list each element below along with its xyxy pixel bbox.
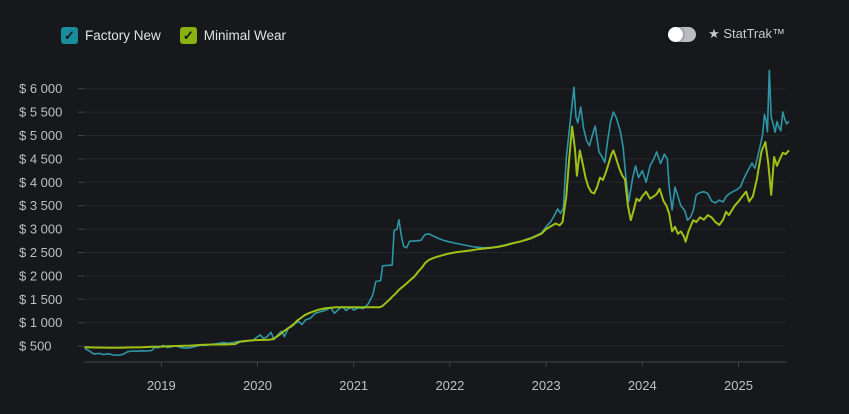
y-tick-label: $ 1 500 (19, 292, 62, 307)
y-tick-label: $ 4 000 (19, 175, 62, 190)
y-tick-label: $ 3 000 (19, 222, 62, 237)
y-tick-label: $ 4 500 (19, 151, 62, 166)
y-tick-label: $ 3 500 (19, 198, 62, 213)
legend: ✓ Factory New ✓ Minimal Wear (61, 27, 286, 44)
y-tick-label: $ 5 000 (19, 128, 62, 143)
x-tick-label: 2023 (532, 378, 561, 393)
series-line-factory-new[interactable] (84, 69, 790, 357)
minimal-wear-checkbox[interactable]: ✓ (179, 27, 197, 44)
x-tick-label: 2021 (339, 378, 368, 393)
stattrak-toggle[interactable] (668, 26, 697, 42)
toggle-knob (668, 26, 684, 42)
x-tick-label: 2020 (243, 378, 272, 393)
legend-item-minimal-wear[interactable]: ✓ Minimal Wear (179, 27, 287, 44)
checkmark-icon: ✓ (182, 28, 194, 43)
y-tick-label: $ 500 (19, 339, 52, 354)
y-tick-label: $ 1 000 (19, 315, 62, 330)
factory-new-checkbox[interactable]: ✓ (61, 27, 78, 44)
x-tick-label: 2025 (724, 378, 753, 393)
y-tick-label: $ 5 500 (19, 105, 62, 120)
stattrak-label: ★ StatTrak™ (708, 26, 785, 41)
legend-label-minimal-wear: Minimal Wear (203, 28, 287, 43)
x-tick-label: 2024 (628, 378, 657, 393)
y-tick-label: $ 2 000 (19, 268, 62, 283)
stattrak-control: ★ StatTrak™ (668, 26, 785, 42)
series-line-minimal-wear[interactable] (84, 125, 790, 349)
legend-item-factory-new[interactable]: ✓ Factory New (61, 27, 161, 44)
x-tick-label: 2022 (435, 378, 464, 393)
checkmark-icon: ✓ (64, 28, 75, 43)
y-tick-label: $ 2 500 (19, 245, 62, 260)
legend-label-factory-new: Factory New (85, 28, 161, 43)
x-tick-label: 2019 (147, 378, 176, 393)
y-tick-label: $ 6 000 (19, 81, 62, 96)
